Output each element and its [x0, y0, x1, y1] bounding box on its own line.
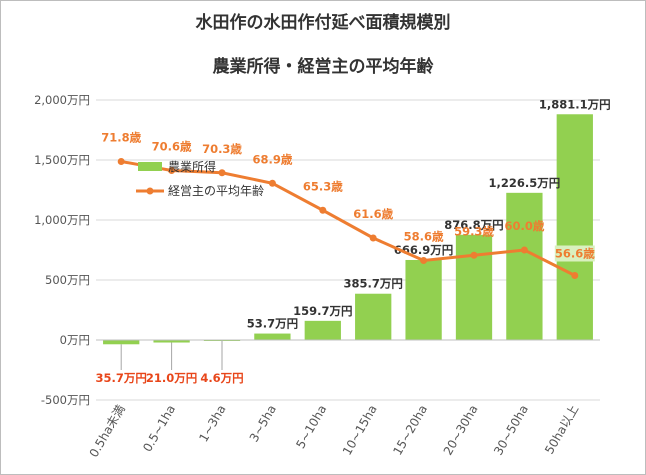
y-axis-ticks: 2,000万円 1,500万円 1,000万円 500万円 0万円 -500万円 — [34, 93, 90, 407]
x-axis-ticks: 0.5ha未満 0.5~1ha 1~3ha 3~5ha 5~10ha 10~15ha 15~… — [87, 403, 582, 460]
age-value-label: 59.3歳 — [454, 224, 494, 238]
age-value-label: 58.6歳 — [404, 230, 444, 244]
income-value-label: 159.7万円 — [293, 304, 352, 318]
income-bar — [103, 340, 140, 345]
age-line: 71.8歳 70.6歳 70.3歳 68.9歳 65.3歳 61.6歳 58.6歳 59.3歳… — [101, 131, 595, 279]
income-bar — [405, 259, 442, 340]
age-marker — [571, 272, 579, 279]
age-marker — [369, 234, 377, 242]
x-tick-label: 50ha以上 — [542, 403, 581, 457]
income-value-label: 385.7万円 — [344, 277, 403, 291]
x-tick-label: 5~10ha — [293, 403, 329, 452]
age-marker — [470, 251, 478, 259]
age-value-label: 70.3歳 — [202, 142, 242, 156]
y-tick-label: -500万円 — [41, 393, 90, 407]
y-tick-label: 1,500万円 — [34, 153, 90, 167]
income-bar — [254, 333, 291, 340]
x-tick-label: 3~5ha — [247, 403, 279, 445]
y-tick-label: 2,000万円 — [34, 93, 90, 107]
age-label-background — [554, 245, 595, 262]
age-marker — [268, 179, 276, 187]
age-marker — [218, 169, 226, 177]
age-value-label: 56.6歳 — [555, 247, 595, 261]
legend-swatch-age-marker — [146, 187, 154, 195]
income-bar — [455, 234, 493, 340]
legend-label-income: 農業所得 — [168, 159, 216, 174]
age-value-label: 71.8歳 — [101, 131, 141, 145]
income-value-label: 35.7万円 — [96, 371, 147, 385]
chart-title: 水田作の水田作付延べ面積規模別 — [195, 13, 451, 33]
x-tick-label: 0.5ha未満 — [87, 403, 128, 460]
x-tick-label: 20~30ha — [441, 403, 481, 458]
income-bar — [304, 320, 341, 340]
age-marker — [117, 158, 125, 165]
income-value-label: 1,881.1万円 — [539, 97, 611, 111]
income-bar — [153, 340, 190, 343]
age-line-path — [120, 160, 576, 277]
x-tick-label: 0.5~1ha — [140, 403, 178, 455]
age-value-label: 68.9歳 — [252, 152, 292, 166]
income-value-label: 53.7万円 — [247, 317, 298, 331]
income-bar — [355, 293, 392, 340]
income-bars — [103, 114, 593, 345]
income-value-label: 4.6万円 — [200, 371, 243, 385]
legend-label-age: 経営主の平均年齢 — [168, 183, 264, 198]
legend: 農業所得 経営主の平均年齢 — [136, 159, 264, 198]
chart-subtitle: 農業所得・経営主の平均年齢 — [212, 57, 434, 77]
income-bar — [556, 114, 593, 340]
income-bar — [506, 192, 543, 340]
income-value-label: 876.8万円 — [444, 218, 503, 232]
legend-swatch-income — [138, 162, 162, 171]
age-value-label: 60.0歳 — [504, 219, 544, 233]
x-tick-label: 15~20ha — [390, 403, 430, 458]
age-value-label: 70.6歳 — [152, 140, 192, 154]
x-tick-label: 30~50ha — [491, 403, 531, 458]
income-value-label: 21.0万円 — [146, 371, 197, 385]
x-tick-label: 10~15ha — [340, 403, 380, 458]
age-marker — [420, 257, 428, 264]
age-marker — [319, 206, 327, 214]
x-tick-label: 1~3ha — [196, 403, 228, 445]
income-value-label: 1,226.5万円 — [489, 176, 561, 190]
age-marker — [520, 246, 528, 254]
age-value-label: 61.6歳 — [353, 207, 393, 221]
y-tick-label: 500万円 — [45, 273, 90, 287]
y-tick-label: 0万円 — [60, 333, 90, 347]
y-tick-label: 1,000万円 — [34, 213, 90, 227]
age-marker — [168, 167, 176, 174]
age-value-label: 65.3歳 — [303, 179, 343, 193]
